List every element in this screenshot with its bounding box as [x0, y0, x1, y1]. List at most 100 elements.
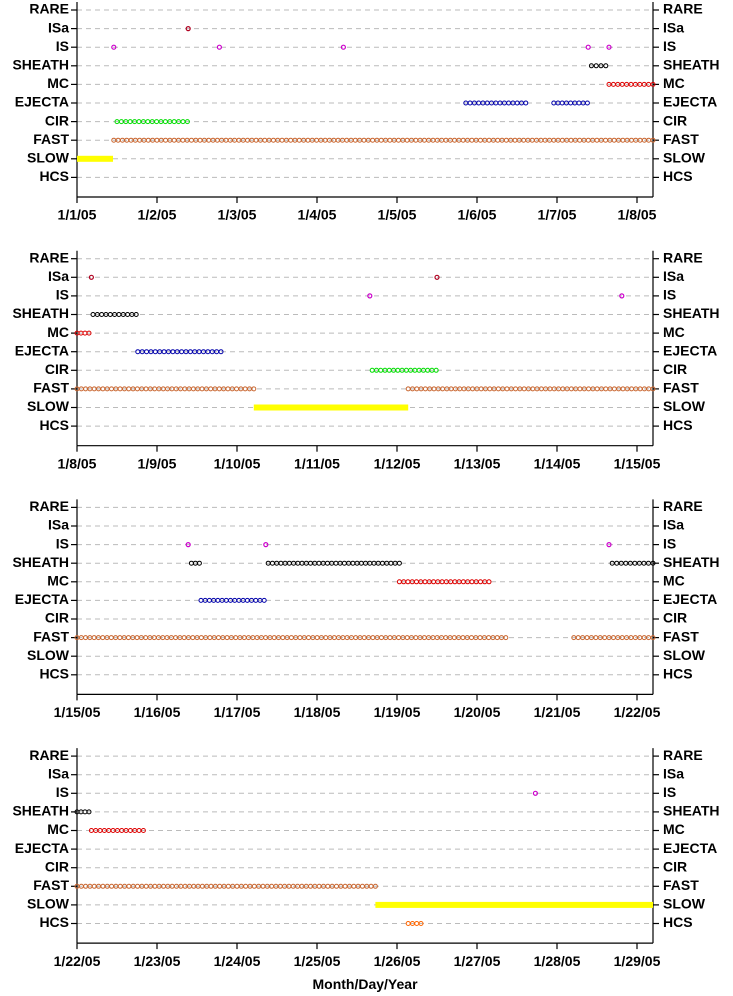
interval-marker [395, 137, 401, 143]
x-tick-label: 1/1/05 [58, 207, 97, 223]
y-tick-label: EJECTA [15, 591, 69, 607]
event-point [367, 293, 373, 299]
y2-tick-label: CIR [663, 112, 687, 128]
event-point [111, 44, 117, 50]
y2-tick-label: MC [663, 324, 685, 340]
interval-marker [198, 635, 204, 641]
x-tick-label: 1/6/05 [458, 207, 497, 223]
y-tick-label: MC [47, 573, 69, 589]
x-tick-label: 1/23/05 [134, 953, 181, 969]
x-tick-label: 1/10/05 [214, 455, 261, 471]
event-interval [265, 560, 402, 566]
interval-marker [196, 560, 202, 566]
interval-marker [513, 386, 519, 392]
interval-marker [86, 330, 92, 336]
interval-marker [99, 312, 105, 317]
y-tick-label: IS [56, 535, 69, 551]
y2-tick-label: FAST [663, 628, 699, 644]
y-tick-label: ISa [48, 19, 69, 35]
x-tick-label: 1/29/05 [614, 953, 661, 969]
interval-marker [650, 81, 656, 87]
y-tick-label: CIR [45, 361, 69, 377]
interval-marker [588, 63, 594, 69]
interval-marker [387, 635, 393, 641]
panel: RARE RARE ISa ISa IS IS SHEATH SHEATH MC MC EJECTA… [12, 498, 719, 720]
event-point [606, 541, 612, 548]
y2-tick-label: SLOW [663, 150, 706, 166]
x-tick-label: 1/5/05 [378, 207, 417, 223]
y-tick-label: CIR [45, 610, 69, 626]
x-tick-label: 1/22/05 [614, 704, 661, 720]
y-tick-label: MC [47, 324, 69, 340]
interval-marker [495, 386, 501, 392]
y2-tick-label: IS [663, 535, 676, 551]
panel: RARE RARE ISa ISa IS IS SHEATH SHEATH MC MC EJECTA… [12, 1, 719, 223]
event-interval [369, 367, 439, 373]
panel: RARE RARE ISa ISa IS IS SHEATH SHEATH MC MC EJECTA… [12, 747, 719, 992]
interval-marker [650, 560, 656, 566]
event-point [434, 274, 440, 280]
interval-marker [126, 386, 132, 392]
x-tick-label: 1/11/05 [294, 455, 340, 471]
x-tick-label: 1/27/05 [454, 953, 501, 969]
x-tick-label: 1/2/05 [138, 207, 177, 223]
interval-marker [188, 137, 194, 143]
y-tick-label: HCS [39, 168, 69, 184]
y2-tick-label: RARE [663, 249, 703, 265]
interval-marker [594, 386, 600, 392]
interval-marker [251, 386, 257, 392]
interval-marker [645, 560, 651, 566]
y-tick-label: ISa [48, 268, 69, 284]
interval-marker [216, 386, 222, 392]
event-point [619, 293, 625, 299]
y-tick-label: SHEATH [12, 554, 69, 570]
interval-marker [270, 137, 276, 143]
interval-marker [163, 137, 169, 143]
interval-marker [405, 921, 411, 926]
y2-tick-label: ISa [663, 19, 684, 35]
event-interval [405, 386, 656, 392]
x-tick-label: 1/26/05 [374, 953, 421, 969]
event-interval [405, 921, 424, 926]
interval-marker [216, 635, 222, 641]
event-interval [74, 330, 92, 336]
interval-marker [594, 137, 600, 143]
y2-tick-label: MC [663, 821, 685, 837]
event-point [185, 541, 191, 548]
y-tick-label: RARE [29, 249, 69, 265]
y-tick-label: HCS [39, 417, 69, 433]
interval-marker [135, 349, 141, 355]
interval-marker [140, 828, 146, 833]
interval-marker [396, 635, 402, 641]
interval-marker [632, 560, 638, 566]
interval-marker [225, 883, 231, 889]
interval-marker [523, 100, 529, 106]
y2-tick-label: ISa [663, 517, 684, 533]
interval-marker [378, 137, 384, 143]
event-interval [111, 137, 656, 143]
event-point [606, 44, 612, 50]
interval-marker [378, 635, 384, 641]
x-tick-label: 1/7/05 [538, 207, 577, 223]
y-tick-label: CIR [45, 858, 69, 874]
interval-marker [126, 883, 132, 889]
y-tick-label: IS [56, 38, 69, 54]
interval-marker [598, 63, 604, 69]
interval-marker [593, 63, 599, 69]
interval-marker [333, 883, 339, 889]
interval-marker [585, 137, 591, 143]
x-tick-label: 1/15/05 [614, 455, 661, 471]
interval-marker [396, 579, 402, 585]
interval-marker [135, 883, 141, 889]
x-tick-label: 1/25/05 [294, 953, 341, 969]
y2-tick-label: CIR [663, 361, 687, 377]
interval-marker [486, 579, 492, 585]
y2-tick-label: HCS [663, 914, 693, 930]
interval-marker [86, 809, 92, 815]
interval-marker [279, 137, 285, 143]
x-tick-label: 1/20/05 [454, 704, 501, 720]
y-tick-label: SHEATH [12, 305, 69, 321]
y-tick-label: SHEATH [12, 803, 69, 819]
y2-tick-label: CIR [663, 610, 687, 626]
interval-marker [90, 312, 96, 317]
